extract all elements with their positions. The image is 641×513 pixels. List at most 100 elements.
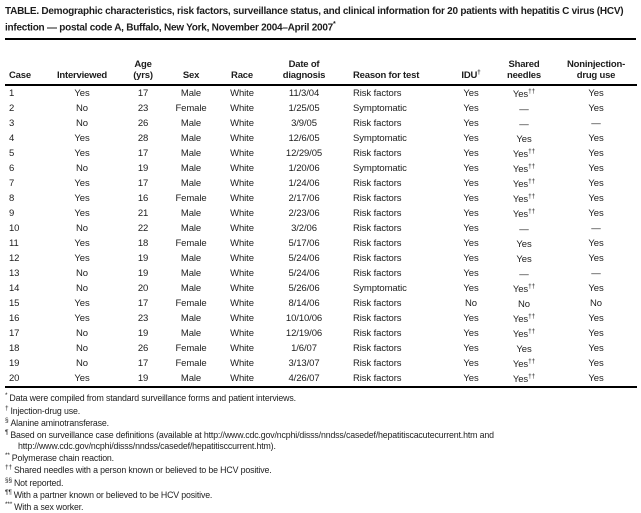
cell-race: White: [230, 328, 254, 340]
cell-age: 19: [137, 253, 149, 265]
cell-date-of-diagnosis: 2/17/06: [288, 193, 320, 205]
cell-reason-for-test: Symptomatic: [353, 133, 407, 145]
cell-race: White: [230, 298, 254, 310]
cell-case: 13: [9, 268, 20, 280]
shared-needles-footnote-marker: ††: [528, 372, 536, 380]
footnote-marker: ¶¶: [5, 489, 12, 497]
table-row: 7 Yes 17 Male White 1/24/06 Risk factors…: [5, 176, 637, 191]
col-header-noninjection-drug-use: Noninjection-drug use: [555, 59, 637, 87]
cell-case: 10: [9, 223, 20, 235]
cell-shared-needles: Yes††: [512, 282, 536, 295]
cell-noninjection-drug-use: Yes: [588, 148, 604, 160]
cell-interviewed: No: [76, 358, 88, 370]
cell-reason-for-test: Risk factors: [353, 193, 402, 205]
table-row: 8 Yes 16 Female White 2/17/06 Risk facto…: [5, 191, 637, 206]
cell-noninjection-drug-use: Yes: [588, 193, 604, 205]
table-row: 3 No 26 Male White 3/9/05 Risk factors Y…: [5, 116, 637, 131]
cell-noninjection-drug-use: Yes: [588, 178, 604, 190]
cell-shared-needles: Yes††: [512, 87, 536, 100]
cell-reason-for-test: Symptomatic: [353, 283, 407, 295]
cell-date-of-diagnosis: 5/24/06: [288, 268, 320, 280]
cell-race: White: [230, 238, 254, 250]
col-header-age: Age (yrs): [121, 59, 165, 87]
col-header-reason-for-test: Reason for test: [341, 59, 449, 87]
table-title: TABLE. Demographic characteristics, risk…: [5, 5, 636, 41]
table-row: 13 No 19 Male White 5/24/06 Risk factors…: [5, 266, 637, 281]
cell-case: 14: [9, 283, 20, 295]
cell-idu: Yes: [463, 223, 479, 235]
cell-date-of-diagnosis: 1/25/05: [288, 103, 320, 115]
col-header-sex: Sex: [165, 59, 217, 87]
cell-reason-for-test: Risk factors: [353, 313, 402, 325]
cell-race: White: [230, 178, 254, 190]
cell-age: 20: [137, 283, 149, 295]
cell-race: White: [230, 103, 254, 115]
cell-sex: Female: [175, 298, 207, 310]
cell-idu: Yes: [463, 193, 479, 205]
cell-sex: Female: [175, 103, 207, 115]
cell-case: 5: [9, 148, 15, 160]
cell-interviewed: Yes: [74, 193, 90, 205]
table-row: 12 Yes 19 Male White 5/24/06 Risk factor…: [5, 251, 637, 266]
cell-case: 8: [9, 193, 15, 205]
cell-idu: No: [465, 298, 477, 310]
cell-interviewed: No: [76, 103, 88, 115]
cell-date-of-diagnosis: 12/19/06: [285, 328, 323, 340]
cell-noninjection-drug-use: Yes: [588, 253, 604, 265]
cell-noninjection-drug-use: Yes: [588, 343, 604, 355]
footnote-text: With a sex worker.: [14, 502, 84, 513]
cell-date-of-diagnosis: 1/20/06: [288, 163, 320, 175]
cell-case: 6: [9, 163, 15, 175]
cell-age: 17: [137, 358, 149, 370]
cell-date-of-diagnosis: 3/2/06: [291, 223, 317, 235]
col-header-race: Race: [217, 59, 267, 87]
cell-interviewed: No: [76, 328, 88, 340]
cell-idu: Yes: [463, 283, 479, 295]
cell-reason-for-test: Symptomatic: [353, 163, 407, 175]
cell-noninjection-drug-use: Yes: [588, 88, 604, 100]
cell-idu: Yes: [463, 253, 479, 265]
cell-sex: Male: [180, 88, 202, 100]
cell-case: 20: [9, 373, 20, 385]
cell-case: 12: [9, 253, 20, 265]
footnote-text: Based on surveillance case definitions (…: [10, 430, 494, 451]
cell-race: White: [230, 118, 254, 130]
cell-age: 28: [137, 133, 149, 145]
table-row: 15 Yes 17 Female White 8/14/06 Risk fact…: [5, 296, 637, 311]
footnote-marker: **: [5, 452, 10, 460]
cell-interviewed: Yes: [74, 148, 90, 160]
cell-noninjection-drug-use: Yes: [588, 313, 604, 325]
cell-age: 17: [137, 298, 149, 310]
footnote-text: Alanine aminotransferase.: [10, 417, 109, 428]
cell-noninjection-drug-use: —: [591, 118, 601, 130]
cell-date-of-diagnosis: 12/6/05: [288, 133, 320, 145]
footnote-marker: *: [5, 392, 8, 400]
cell-age: 17: [137, 178, 149, 190]
cell-idu: Yes: [463, 118, 479, 130]
table-row: 2 No 23 Female White 1/25/05 Symptomatic…: [5, 101, 637, 116]
cell-sex: Male: [180, 133, 202, 145]
cell-idu: Yes: [463, 208, 479, 220]
cell-case: 16: [9, 313, 20, 325]
cell-age: 19: [137, 268, 149, 280]
cell-race: White: [230, 223, 254, 235]
cell-race: White: [230, 208, 254, 220]
cell-age: 26: [137, 343, 149, 355]
cell-noninjection-drug-use: Yes: [588, 358, 604, 370]
cell-interviewed: No: [76, 163, 88, 175]
cell-date-of-diagnosis: 10/10/06: [285, 313, 323, 325]
footnote-text: Injection-drug use.: [10, 405, 80, 416]
footnote-text: Data were compiled from standard surveil…: [9, 393, 296, 404]
cell-noninjection-drug-use: Yes: [588, 283, 604, 295]
cell-reason-for-test: Risk factors: [353, 178, 402, 190]
cell-race: White: [230, 133, 254, 145]
cell-shared-needles: Yes††: [512, 147, 536, 160]
cell-reason-for-test: Risk factors: [353, 253, 402, 265]
cell-reason-for-test: Risk factors: [353, 328, 402, 340]
footnote-text: Shared needles with a person known or be…: [13, 465, 272, 476]
table-row: 4 Yes 28 Male White 12/6/05 Symptomatic …: [5, 131, 637, 146]
table-row: 16 Yes 23 Male White 10/10/06 Risk facto…: [5, 311, 637, 326]
cell-shared-needles: —: [519, 268, 529, 280]
footnotes-section: * Data were compiled from standard survei…: [5, 391, 636, 512]
footnote-text: With a partner known or believed to be H…: [13, 489, 213, 500]
